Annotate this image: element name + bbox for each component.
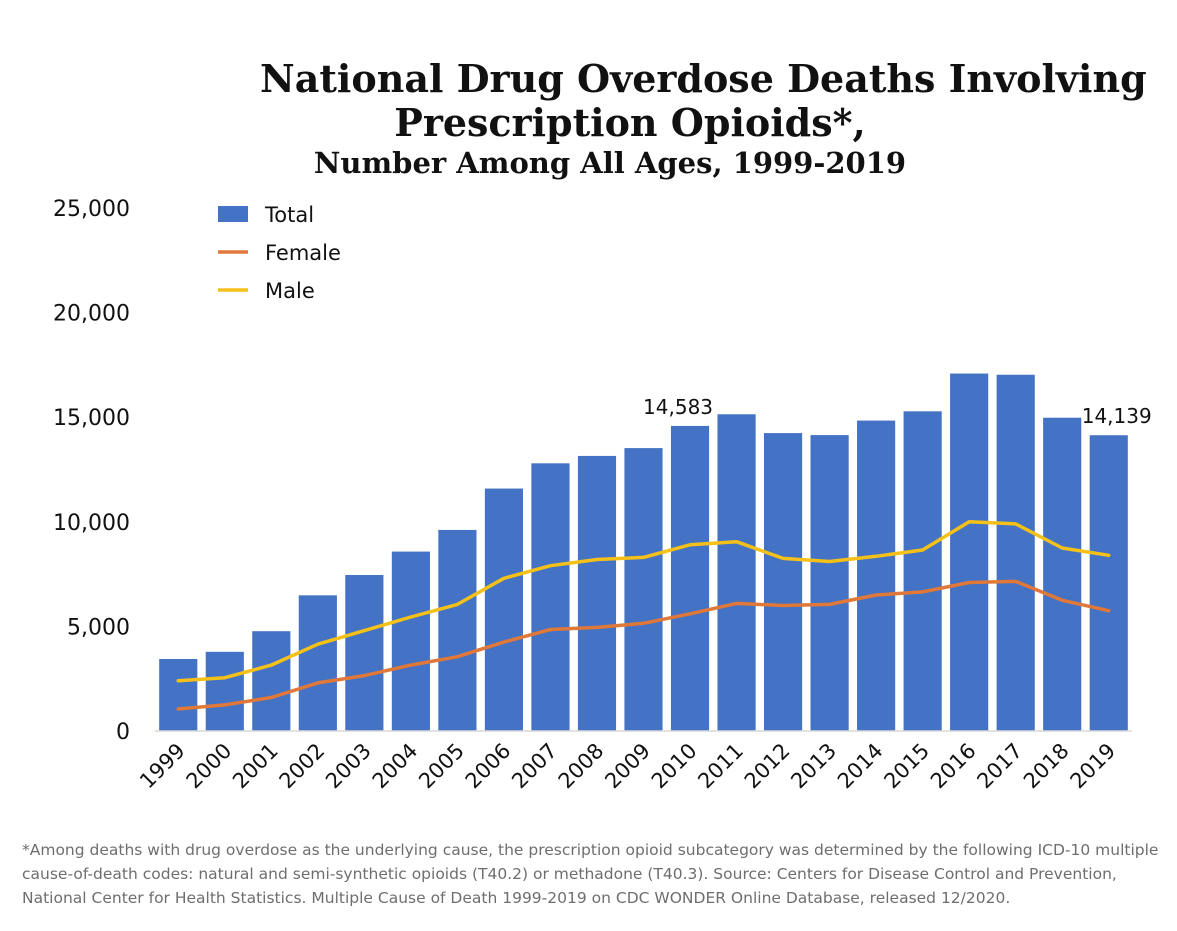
bar-2004 bbox=[391, 551, 430, 731]
bar-2003 bbox=[345, 575, 384, 731]
bar-2000 bbox=[205, 651, 244, 731]
y-tick-label: 15,000 bbox=[53, 406, 130, 431]
bar-2001 bbox=[252, 631, 291, 731]
x-tick-label: 2019 bbox=[1066, 739, 1121, 794]
bar-2010 bbox=[670, 425, 710, 731]
x-tick-label: 2009 bbox=[600, 739, 655, 794]
bar-2014 bbox=[857, 420, 896, 731]
chart-title-line2: Prescription Opioids*, bbox=[394, 100, 866, 145]
bar-2018 bbox=[1043, 417, 1082, 731]
x-tick-label: 2005 bbox=[414, 739, 469, 794]
x-tick-label: 2002 bbox=[275, 739, 330, 794]
x-tick-label: 2000 bbox=[182, 739, 237, 794]
x-tick-label: 2003 bbox=[321, 739, 376, 794]
y-tick-label: 25,000 bbox=[53, 197, 130, 222]
x-tick-label: 2017 bbox=[972, 739, 1027, 794]
x-tick-label: 2008 bbox=[554, 739, 609, 794]
x-tick-label: 2013 bbox=[786, 739, 841, 794]
x-tick-label: 2011 bbox=[693, 739, 748, 794]
x-tick-label: 2018 bbox=[1019, 739, 1074, 794]
x-tick-label: 1999 bbox=[135, 739, 190, 794]
bar-2006 bbox=[484, 488, 524, 731]
y-tick-label: 10,000 bbox=[53, 511, 130, 536]
x-tick-label: 2001 bbox=[228, 739, 283, 794]
bar-1999 bbox=[159, 658, 198, 731]
data-label-2010: 14,583 bbox=[643, 395, 713, 419]
x-tick-label: 2010 bbox=[647, 739, 702, 794]
chart-subtitle: Number Among All Ages, 1999-2019 bbox=[313, 146, 907, 180]
bar-2007 bbox=[531, 463, 570, 731]
legend-label-total: Total bbox=[264, 203, 314, 227]
x-tick-label: 2012 bbox=[740, 739, 795, 794]
bar-2015 bbox=[903, 411, 942, 731]
x-tick-label: 2016 bbox=[926, 739, 981, 794]
bar-2005 bbox=[438, 529, 477, 731]
bar-2013 bbox=[810, 435, 849, 731]
bar-2019 bbox=[1089, 435, 1128, 731]
chart-title: National Drug Overdose Deaths Involving bbox=[260, 56, 1147, 101]
footnote: *Among deaths with drug overdose as the … bbox=[22, 841, 1159, 907]
y-tick-label: 0 bbox=[116, 720, 130, 745]
x-tick-label: 2014 bbox=[833, 739, 888, 794]
bar-2011 bbox=[717, 414, 756, 731]
x-tick-label: 2006 bbox=[461, 739, 516, 794]
x-tick-label: 2004 bbox=[368, 739, 423, 794]
data-label-2019: 14,139 bbox=[1082, 404, 1152, 428]
x-tick-label: 2007 bbox=[507, 739, 562, 794]
legend-label-female: Female bbox=[265, 241, 341, 265]
bar-2002 bbox=[298, 595, 337, 731]
y-tick-label: 20,000 bbox=[53, 302, 130, 327]
legend-label-male: Male bbox=[265, 279, 315, 303]
legend-swatch-total bbox=[218, 206, 248, 222]
bar-2009 bbox=[624, 448, 663, 731]
bar-2012 bbox=[763, 433, 803, 731]
y-tick-label: 5,000 bbox=[67, 615, 130, 640]
bar-2017 bbox=[996, 374, 1035, 731]
bar-2016 bbox=[950, 373, 989, 731]
line-female bbox=[176, 579, 1111, 711]
line-male bbox=[176, 520, 1111, 683]
bar-2008 bbox=[577, 455, 617, 731]
x-tick-label: 2015 bbox=[879, 739, 934, 794]
